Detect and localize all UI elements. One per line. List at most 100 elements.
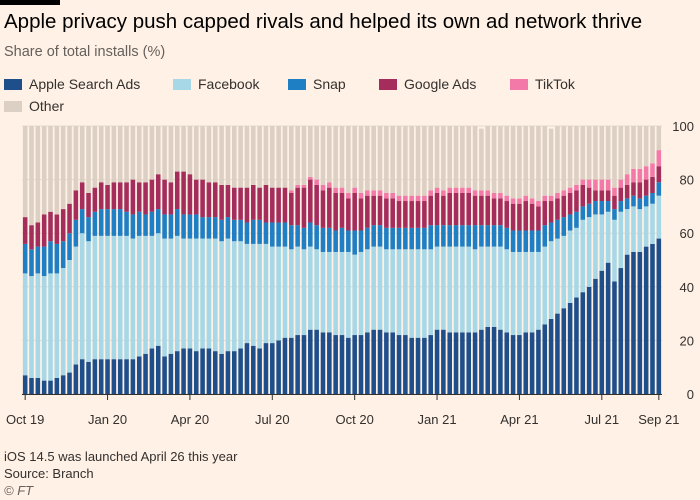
bar-segment-snap (73, 219, 79, 247)
bar-segment-apple-search-ads (358, 335, 364, 394)
bar-segment-apple-search-ads (111, 359, 117, 394)
bar-segment-apple-search-ads (270, 343, 275, 394)
bar-segment-google-ads (567, 193, 573, 215)
bar-segment-other (491, 126, 497, 193)
bar-segment-snap (60, 241, 66, 269)
bar-segment-other (282, 126, 288, 188)
bar-segment-other (276, 126, 281, 188)
bar-segment-google-ads (504, 201, 510, 228)
y-axis: 0 20 40 60 80 100 (672, 119, 694, 402)
bar-segment-snap (98, 209, 104, 236)
bar-segment-other (136, 126, 142, 183)
bar-segment-google-ads (396, 201, 402, 228)
legend-label: Snap (313, 76, 346, 92)
bar-segment-facebook (358, 251, 364, 336)
bar-segment-apple-search-ads (441, 329, 446, 394)
chart-subtitle: Share of total installs (%) (4, 44, 166, 60)
bar-segment-google-ads (548, 201, 554, 223)
bar-segment-apple-search-ads (434, 329, 440, 394)
bar-segment-snap (314, 225, 319, 250)
bar-segment-snap (162, 214, 167, 239)
bar-segment-apple-search-ads (339, 335, 345, 394)
bar-segment-apple-search-ads (187, 348, 193, 394)
bar-segment-other (377, 126, 383, 191)
bar-segment-apple-search-ads (22, 375, 28, 394)
bar-segment-facebook (415, 249, 421, 338)
bar-segment-apple-search-ads (390, 332, 395, 394)
bar-segment-other (212, 126, 218, 183)
bar-segment-snap (257, 219, 262, 244)
bar-segment-other (479, 128, 484, 191)
bar-segment-facebook (523, 251, 529, 333)
bar-segment-facebook (174, 235, 180, 352)
bar-segment-apple-search-ads (542, 324, 548, 394)
bar-segment-other (79, 126, 85, 183)
bar-segment-snap (637, 198, 643, 210)
bar-segment-tiktok (466, 187, 472, 193)
bar-segment-snap (181, 214, 186, 239)
bar-segment-other (358, 126, 364, 193)
bar-segment-facebook (371, 246, 376, 330)
bar-segment-facebook (181, 238, 186, 349)
bar-segment-snap (352, 230, 357, 255)
bar-segment-other (504, 126, 510, 196)
bar-segment-google-ads (599, 190, 605, 202)
bar-segment-google-ads (79, 182, 85, 210)
bar-segment-other (498, 126, 503, 193)
bar-segment-google-ads (212, 182, 218, 218)
bar-segment-snap (206, 217, 212, 239)
bar-segment-snap (358, 230, 364, 252)
x-tick-label: Sep 21 (638, 412, 679, 427)
bar-segment-google-ads (384, 198, 389, 228)
bar-segment-google-ads (105, 184, 110, 210)
bar-segment-other (244, 126, 250, 188)
bar-segment-tiktok (656, 150, 662, 167)
bar-segment-snap (396, 227, 402, 250)
bar-segment-other (656, 126, 662, 151)
bar-segment-google-ads (536, 206, 541, 231)
bar-segment-apple-search-ads (67, 372, 72, 394)
bar-segment-other (86, 126, 91, 193)
bar-segment-facebook (295, 246, 300, 336)
bar-segment-tiktok (650, 163, 655, 177)
bar-segment-other (289, 126, 294, 191)
legend-label: TikTok (535, 76, 575, 92)
bar-segment-google-ads (320, 190, 326, 228)
bar-segment-other (605, 126, 611, 180)
bar-segment-google-ads (301, 187, 307, 228)
bar-segment-tiktok (485, 190, 491, 196)
bar-segment-google-ads (586, 187, 592, 204)
bar-segment-other (650, 126, 655, 164)
bar-segment-apple-search-ads (79, 359, 85, 394)
bar-segment-facebook (529, 251, 535, 333)
bar-segment-snap (346, 230, 351, 252)
bar-segment-snap (339, 227, 345, 252)
bar-segment-facebook (282, 246, 288, 338)
bar-segment-apple-search-ads (238, 348, 243, 394)
bar-segment-snap (624, 198, 630, 210)
bar-segment-snap (105, 209, 110, 236)
bar-segment-facebook (35, 273, 41, 378)
bar-segment-apple-search-ads (289, 337, 294, 394)
bar-segment-other (327, 126, 332, 183)
bar-segment-facebook (504, 249, 510, 333)
bar-segment-other (301, 126, 307, 185)
x-tick-label: Oct 19 (6, 412, 44, 427)
bar-segment-snap (193, 214, 199, 239)
bar-segment-other (580, 126, 586, 180)
bar-segment-tiktok (314, 179, 319, 185)
bar-segment-tiktok (631, 168, 636, 183)
bar-segment-google-ads (143, 182, 148, 215)
bar-segment-facebook (86, 241, 91, 362)
bar-segment-snap (54, 243, 60, 274)
bar-segment-apple-search-ads (314, 329, 319, 394)
bar-segment-google-ads (244, 187, 250, 223)
bar-segment-facebook (225, 238, 231, 352)
bar-segment-snap (586, 203, 592, 218)
bar-segment-google-ads (67, 203, 72, 234)
bar-segment-facebook (270, 246, 275, 344)
bar-segment-snap (270, 222, 275, 247)
bar-segment-tiktok (561, 190, 567, 196)
bar-segment-snap (536, 230, 541, 252)
bar-segment-other (162, 126, 167, 180)
